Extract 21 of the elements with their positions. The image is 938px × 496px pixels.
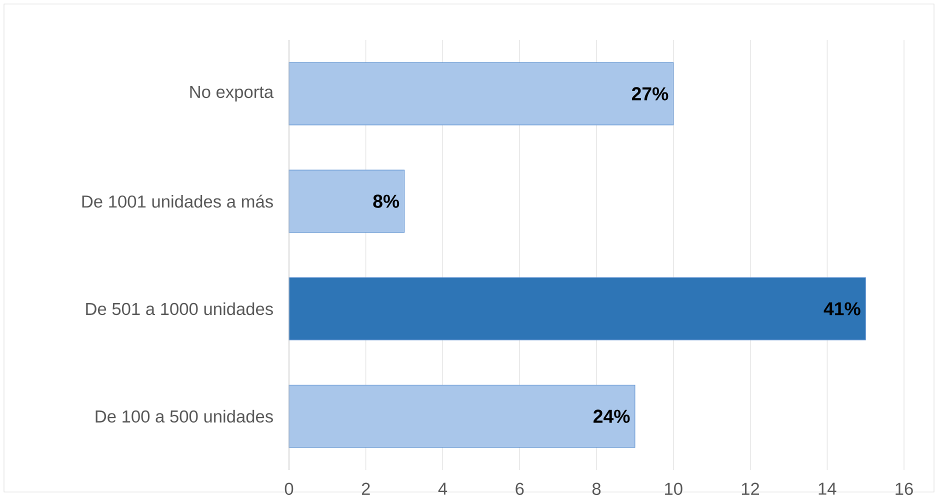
bar (288, 62, 674, 126)
bar (288, 170, 405, 233)
x-tick-label: 10 (665, 482, 682, 495)
bar (288, 277, 866, 340)
bar (288, 384, 636, 448)
annotation: 41% (824, 302, 860, 316)
annotation: 24% (594, 410, 630, 423)
y-tick-label: De 1001 unidades a más (82, 194, 273, 208)
annotation: 8% (373, 194, 400, 208)
annotation: 27% (632, 87, 668, 100)
x-tick-label: 12 (742, 482, 760, 495)
y-tick-label: De 501 a 1000 unidades (86, 302, 273, 316)
y-tick-label: De 100 a 500 unidades (96, 410, 273, 423)
x-tick-label: 8 (592, 482, 601, 495)
y-tick-label: No exporta (190, 86, 274, 102)
x-tick-label: 4 (438, 482, 448, 495)
x-tick-label: 0 (284, 482, 294, 495)
x-tick-label: 16 (896, 482, 913, 495)
x-tick-label: 2 (362, 482, 370, 495)
x-tick-label: 6 (516, 482, 524, 495)
x-tick-label: 14 (818, 482, 836, 495)
